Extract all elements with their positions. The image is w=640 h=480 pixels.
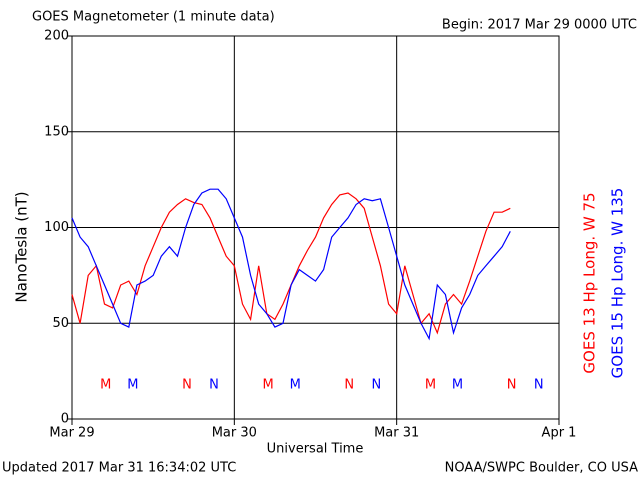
marker-label: N xyxy=(182,378,192,393)
y-tick-label: 150 xyxy=(44,124,69,139)
marker-label: N xyxy=(534,378,544,393)
footer-right: NOAA/SWPC Boulder, CO USA xyxy=(445,461,638,476)
y-axis-label: NanoTesla (nT) xyxy=(13,191,31,302)
x-axis-label: Universal Time xyxy=(267,442,364,457)
marker-label: M xyxy=(100,378,111,393)
marker-label: N xyxy=(507,378,517,393)
marker-label: N xyxy=(209,378,219,393)
series-line xyxy=(71,192,511,335)
x-tick-label: Apr 1 xyxy=(542,426,577,441)
footer-left: Updated 2017 Mar 31 16:34:02 UTC xyxy=(2,461,236,476)
y-tick-label: 200 xyxy=(44,29,69,44)
x-tick-label: Mar 29 xyxy=(49,426,94,441)
x-tick-label: Mar 31 xyxy=(374,426,419,441)
y-tick-label: 0 xyxy=(61,412,69,427)
marker-label: M xyxy=(262,378,273,393)
x-tick-label: Mar 30 xyxy=(212,426,257,441)
series-line xyxy=(71,188,511,341)
marker-label: M xyxy=(425,378,436,393)
legend-entry: GOES 15 Hp Long. W 135 xyxy=(609,188,627,379)
marker-label: M xyxy=(290,378,301,393)
marker-label: M xyxy=(127,378,138,393)
chart-title: GOES Magnetometer (1 minute data) xyxy=(32,10,275,25)
y-tick-label: 100 xyxy=(44,220,69,235)
marker-label: M xyxy=(452,378,463,393)
marker-label: N xyxy=(344,378,354,393)
legend-entry: GOES 13 Hp Long. W 75 xyxy=(581,192,599,373)
chart-subtitle: Begin: 2017 Mar 29 0000 UTC xyxy=(442,18,637,33)
y-tick-label: 50 xyxy=(52,316,69,331)
marker-label: N xyxy=(372,378,382,393)
